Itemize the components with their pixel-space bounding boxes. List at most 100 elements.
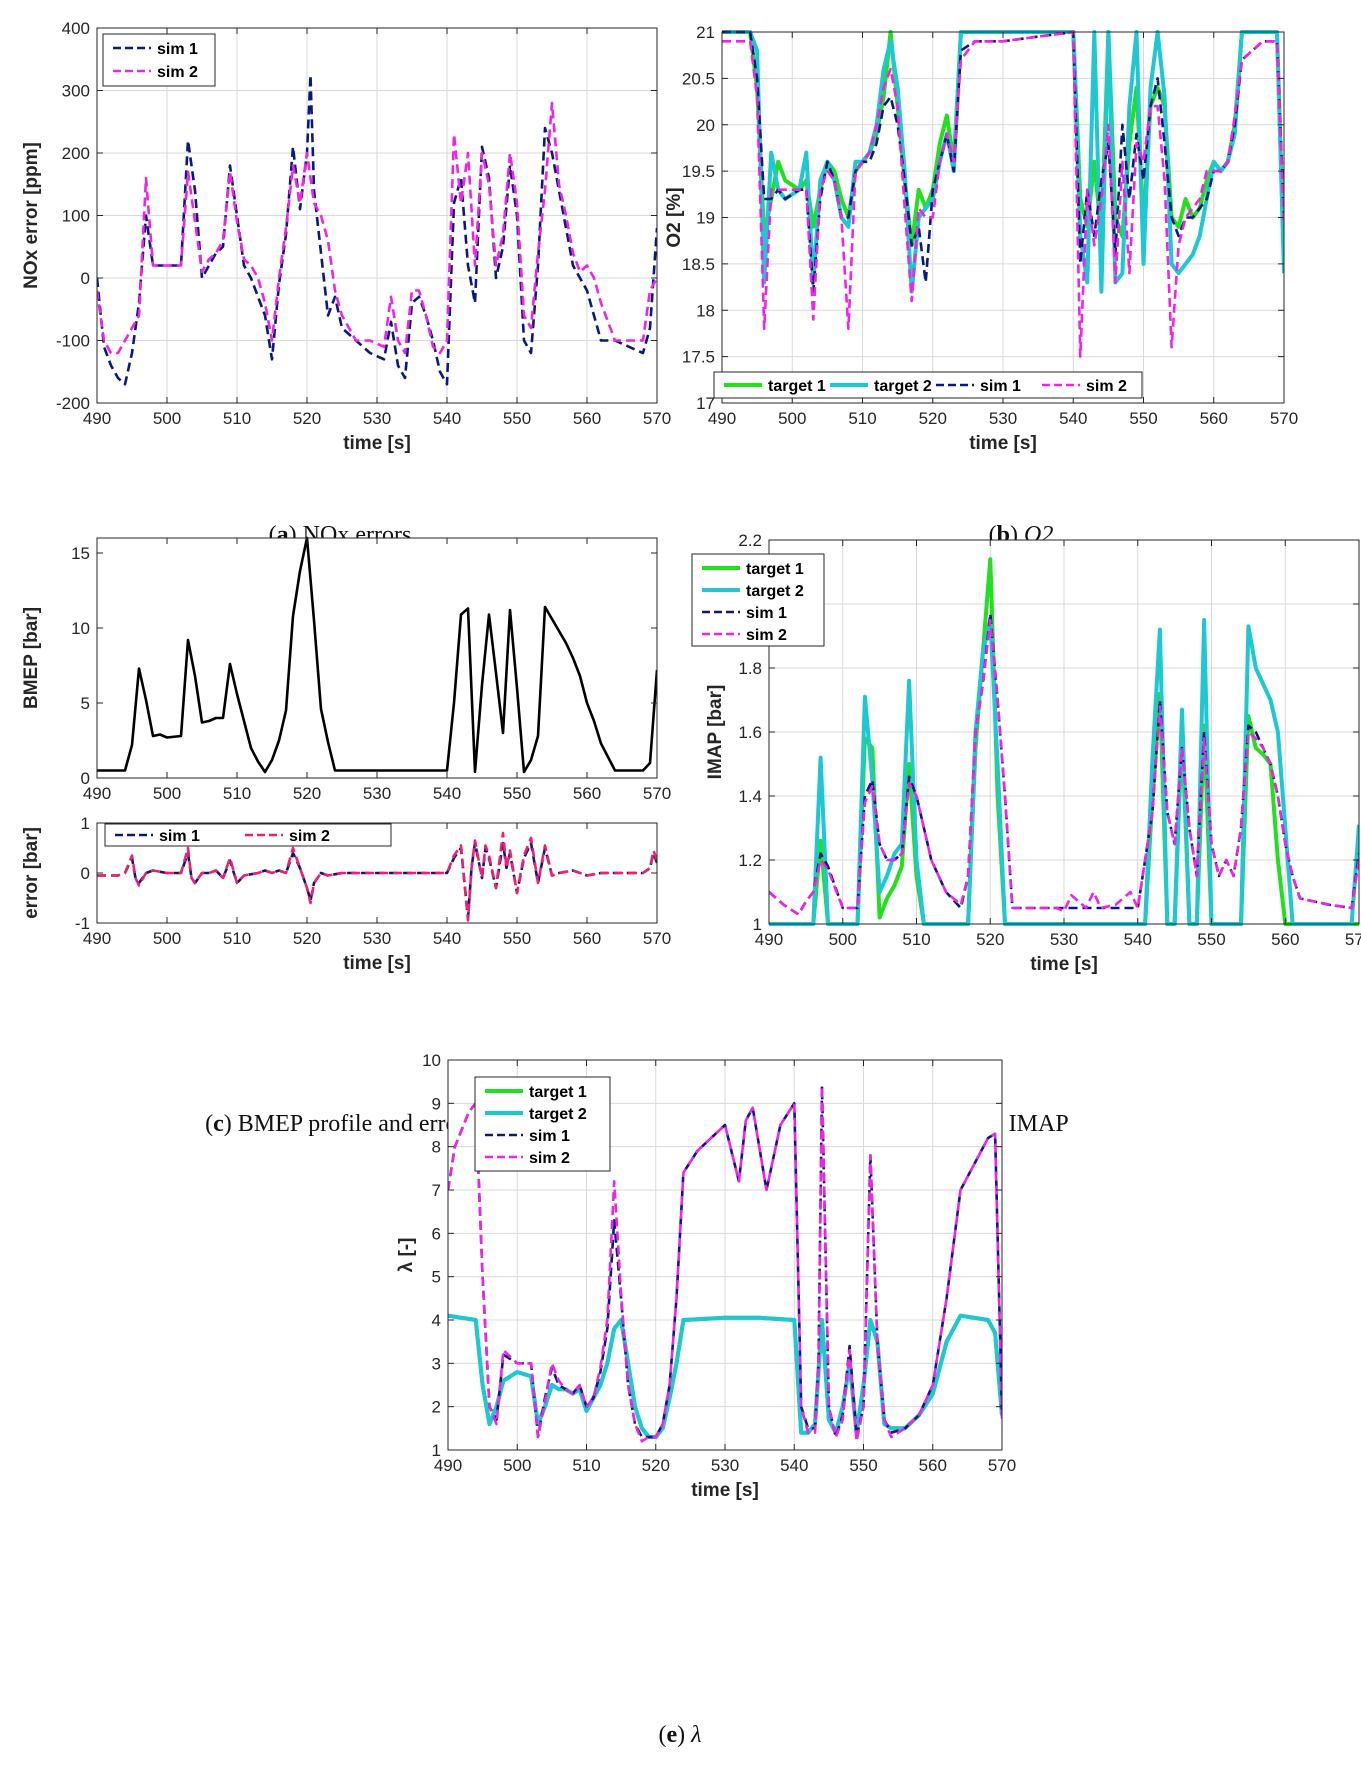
chart-e-lambda: 490 500 510 520 530 540 550 560 570 1 2 3 4 5 6 7 8 9 10 ti… bbox=[396, 1051, 1080, 1690]
legend-label-target-2: target 2 bbox=[529, 1106, 587, 1123]
x-tick-label: 560 bbox=[573, 929, 601, 948]
x-tick-label: 570 bbox=[1270, 409, 1298, 428]
chart-a-nox-errors: 490 500 510 520 530 540 550 560 570 -200 -100 0 100 2… bbox=[0, 0, 680, 470]
x-tick-label: 530 bbox=[363, 929, 391, 948]
x-tick-label: 550 bbox=[503, 409, 531, 428]
x-tick-label: 570 bbox=[643, 409, 671, 428]
x-tick-label: 490 bbox=[83, 929, 111, 948]
x-tick-label: 510 bbox=[848, 409, 876, 428]
legend-label-target-1: target 1 bbox=[746, 561, 804, 578]
x-tick-label: 520 bbox=[293, 409, 321, 428]
y-tick-label: 3 bbox=[432, 1354, 441, 1373]
x-tick-label: 520 bbox=[919, 409, 947, 428]
y-tick-label: 1.2 bbox=[738, 851, 762, 870]
y-tick-label: 5 bbox=[432, 1268, 441, 1287]
y-tick-label: 20 bbox=[696, 116, 715, 135]
y-tick-label: 1 bbox=[81, 814, 90, 833]
y-tick-label: 400 bbox=[62, 19, 90, 38]
y-tick-label: 2 bbox=[432, 1398, 441, 1417]
x-tick-label: 490 bbox=[755, 930, 783, 949]
y-tick-label: 2.2 bbox=[738, 531, 762, 550]
x-tick-label: 490 bbox=[83, 409, 111, 428]
x-tick-label: 510 bbox=[572, 1456, 600, 1475]
y-tick-label: 100 bbox=[62, 207, 90, 226]
y-tick-label: 7 bbox=[432, 1181, 441, 1200]
x-tick-label: 570 bbox=[643, 929, 671, 948]
y-axis-label: NOx error [ppm] bbox=[21, 142, 42, 289]
y-tick-label: -1 bbox=[75, 914, 90, 933]
x-tick-label: 540 bbox=[780, 1456, 808, 1475]
x-tick-label: 530 bbox=[711, 1456, 739, 1475]
series-line-BMEP bbox=[97, 536, 657, 774]
x-tick-label: 500 bbox=[153, 929, 181, 948]
x-tick-label: 560 bbox=[573, 409, 601, 428]
y-tick-label: 1.8 bbox=[738, 659, 762, 678]
y-axis-label: BMEP [bar] bbox=[21, 607, 42, 709]
y-axis-label: O2 [%] bbox=[664, 187, 685, 247]
legend-label-sim-1: sim 1 bbox=[980, 378, 1021, 395]
y-tick-label: 20.5 bbox=[682, 69, 715, 88]
y-tick-label: 1.6 bbox=[738, 723, 762, 742]
series-group-e bbox=[448, 1084, 1002, 1443]
y-tick-label: -200 bbox=[56, 394, 90, 413]
y-tick-label: 17 bbox=[696, 394, 715, 413]
series-line-sim-1 bbox=[722, 30, 1284, 294]
y-tick-label: 19 bbox=[696, 209, 715, 228]
y-tick-label: 1 bbox=[753, 915, 762, 934]
x-tick-label: 520 bbox=[293, 929, 321, 948]
chart-d-imap: 490 500 510 520 530 540 550 560 570 1 1.2 1.4 1.6 1.8… bbox=[681, 531, 1361, 1100]
legend-label-sim-1: sim 1 bbox=[157, 41, 198, 58]
y-tick-label: 10 bbox=[71, 619, 90, 638]
x-tick-label: 490 bbox=[83, 784, 111, 803]
x-tick-label: 540 bbox=[433, 409, 461, 428]
y-tick-label: 1.4 bbox=[738, 787, 762, 806]
x-tick-label: 500 bbox=[778, 409, 806, 428]
series-line-sim-2 bbox=[448, 1084, 1002, 1443]
chart-b-svg: 490 500 510 520 530 540 550 560 570 17 17.5 18 18.5 1… bbox=[664, 23, 1298, 454]
legend-label-target-1: target 1 bbox=[529, 1084, 587, 1101]
legend-label-sim-2: sim 2 bbox=[529, 1150, 570, 1167]
x-tick-label: 510 bbox=[223, 409, 251, 428]
x-tick-label: 570 bbox=[1345, 930, 1361, 949]
y-tick-label: 21 bbox=[696, 23, 715, 42]
x-tick-label: 550 bbox=[1197, 930, 1225, 949]
x-tick-label: 530 bbox=[363, 784, 391, 803]
x-tick-label: 560 bbox=[1200, 409, 1228, 428]
chart-e-svg: 490 500 510 520 530 540 550 560 570 1 2 3 4 5 6 7 8 9 10 ti… bbox=[396, 1051, 1016, 1501]
y-tick-label: 10 bbox=[422, 1051, 441, 1070]
chart-c-bmep: 490 500 510 520 530 540 550 560 570 0 5 10 15 BMEP [b… bbox=[0, 536, 680, 1100]
y-tick-label: 17.5 bbox=[682, 348, 715, 367]
caption-e: (e) λ bbox=[658, 1722, 702, 1748]
legend-label-sim-2: sim 2 bbox=[1086, 378, 1127, 395]
x-tick-label: 570 bbox=[988, 1456, 1016, 1475]
x-tick-label: 490 bbox=[434, 1456, 462, 1475]
x-tick-label: 490 bbox=[708, 409, 736, 428]
x-tick-label: 510 bbox=[223, 929, 251, 948]
chart-a-svg: 490 500 510 520 530 540 550 560 570 -200 -100 0 100 2… bbox=[21, 19, 671, 454]
y-tick-label: 200 bbox=[62, 144, 90, 163]
x-tick-label: 550 bbox=[849, 1456, 877, 1475]
y-tick-label: 8 bbox=[432, 1138, 441, 1157]
chart-b-o2: 490 500 510 520 530 540 550 560 570 17 17.5 18 18.5 1… bbox=[664, 0, 1361, 470]
x-tick-label: 540 bbox=[1124, 930, 1152, 949]
series-line-sim-2 bbox=[769, 618, 1359, 916]
y-tick-label: 4 bbox=[432, 1311, 441, 1330]
y-tick-label: 9 bbox=[432, 1094, 441, 1113]
y-tick-label: 0 bbox=[81, 269, 90, 288]
legend-label-target-2: target 2 bbox=[874, 378, 932, 395]
series-line-sim-2 bbox=[97, 831, 657, 922]
x-tick-label: 520 bbox=[293, 784, 321, 803]
legend-label-sim-1: sim 1 bbox=[159, 828, 200, 845]
x-tick-label: 520 bbox=[642, 1456, 670, 1475]
x-axis-label: time [s] bbox=[969, 433, 1037, 454]
x-tick-label: 540 bbox=[433, 784, 461, 803]
x-tick-label: 570 bbox=[643, 784, 671, 803]
series-line-sim-1 bbox=[97, 841, 657, 920]
series-line-sim-1 bbox=[97, 73, 657, 386]
y-axis-label: IMAP [bar] bbox=[705, 685, 726, 780]
x-axis-label: time [s] bbox=[691, 1480, 759, 1501]
y-tick-label: -100 bbox=[56, 332, 90, 351]
x-tick-label: 550 bbox=[1129, 409, 1157, 428]
y-tick-label: 15 bbox=[71, 544, 90, 563]
